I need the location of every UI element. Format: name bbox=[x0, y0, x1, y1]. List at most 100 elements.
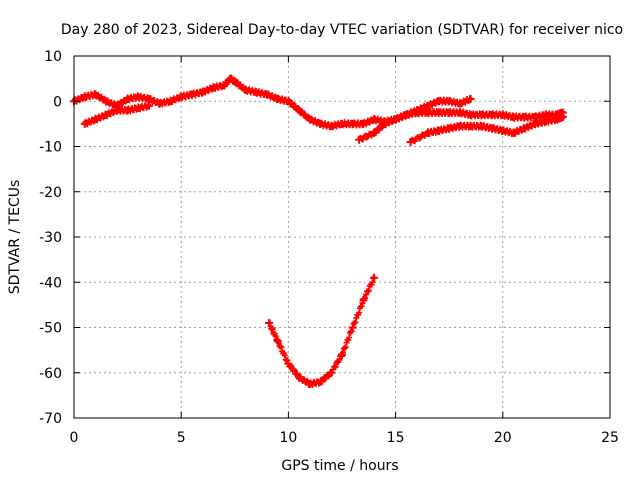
data-point bbox=[530, 119, 539, 128]
data-point bbox=[123, 94, 132, 103]
tick-layer: 0 5 10 15 20 25 10 0 -10 -20 -30 -40 -50 -60 -70 bbox=[39, 49, 619, 446]
data-point bbox=[166, 97, 175, 106]
data-point bbox=[80, 92, 89, 101]
data-point bbox=[370, 273, 379, 282]
data-point bbox=[295, 106, 304, 115]
y-tick-label: -60 bbox=[39, 366, 62, 382]
data-point bbox=[455, 99, 464, 108]
data-point bbox=[359, 119, 368, 128]
data-point bbox=[520, 124, 529, 133]
series-track-lower-early bbox=[80, 101, 154, 128]
data-point bbox=[262, 90, 271, 99]
y-tick-label: -20 bbox=[39, 185, 62, 201]
data-point bbox=[338, 350, 346, 359]
data-point bbox=[355, 135, 364, 144]
data-point bbox=[348, 119, 357, 128]
series-track-evening-low bbox=[406, 112, 567, 146]
data-point bbox=[488, 110, 497, 119]
y-tick-label: -10 bbox=[39, 140, 62, 156]
data-layer bbox=[70, 74, 567, 389]
data-point bbox=[477, 110, 486, 119]
data-point bbox=[552, 115, 561, 124]
data-point bbox=[413, 108, 422, 117]
data-point bbox=[498, 126, 507, 135]
x-tick-label: 15 bbox=[387, 430, 405, 446]
data-point bbox=[273, 94, 282, 103]
chart-title: Day 280 of 2023, Sidereal Day-to-day VTE… bbox=[61, 22, 623, 38]
data-point bbox=[520, 113, 529, 122]
data-point bbox=[558, 113, 567, 122]
data-point bbox=[241, 85, 250, 94]
data-point bbox=[145, 94, 154, 103]
x-tick-label: 10 bbox=[279, 430, 297, 446]
data-point bbox=[402, 110, 411, 119]
data-point bbox=[445, 97, 454, 106]
data-point bbox=[423, 128, 432, 137]
data-point bbox=[177, 92, 186, 101]
data-point bbox=[112, 106, 121, 115]
data-point bbox=[232, 79, 241, 88]
data-point bbox=[198, 88, 207, 97]
data-point bbox=[498, 110, 507, 119]
data-point bbox=[273, 337, 282, 346]
data-point bbox=[370, 115, 379, 124]
data-point bbox=[265, 318, 274, 327]
data-point bbox=[316, 119, 325, 128]
data-point bbox=[466, 94, 475, 103]
data-point bbox=[91, 90, 100, 99]
x-tick-label: 5 bbox=[177, 430, 186, 446]
data-point bbox=[445, 108, 454, 117]
y-tick-label: 10 bbox=[44, 49, 62, 65]
x-tick-label: 20 bbox=[494, 430, 512, 446]
data-point bbox=[226, 74, 235, 83]
data-point bbox=[220, 81, 229, 90]
data-point bbox=[434, 108, 443, 117]
data-point bbox=[80, 119, 89, 128]
data-point bbox=[327, 368, 336, 377]
data-point bbox=[423, 108, 432, 117]
data-point bbox=[209, 83, 218, 92]
y-tick-label: -50 bbox=[39, 321, 62, 337]
data-point bbox=[187, 90, 196, 99]
data-point bbox=[380, 119, 389, 128]
data-point bbox=[370, 128, 379, 137]
data-point bbox=[509, 128, 518, 137]
data-point bbox=[455, 108, 464, 117]
data-point bbox=[338, 119, 346, 128]
data-point bbox=[316, 377, 325, 386]
data-point bbox=[391, 115, 400, 124]
data-point bbox=[252, 88, 261, 97]
data-point bbox=[134, 104, 143, 113]
data-point bbox=[123, 106, 132, 115]
data-point bbox=[445, 124, 454, 133]
data-point bbox=[434, 97, 443, 106]
x-axis-label: GPS time / hours bbox=[281, 458, 398, 474]
data-point bbox=[466, 122, 475, 131]
data-point bbox=[284, 359, 293, 368]
data-point bbox=[155, 99, 164, 108]
y-tick-label: -40 bbox=[39, 275, 62, 291]
data-point bbox=[305, 380, 314, 389]
data-point bbox=[455, 122, 464, 131]
data-point bbox=[406, 137, 415, 146]
data-point bbox=[145, 101, 154, 110]
data-point bbox=[102, 110, 111, 119]
data-point bbox=[488, 124, 497, 133]
data-point bbox=[327, 122, 336, 131]
data-point bbox=[134, 92, 143, 101]
y-tick-label: 0 bbox=[53, 94, 62, 110]
data-point bbox=[423, 101, 432, 110]
data-point bbox=[530, 113, 539, 122]
data-point bbox=[102, 97, 111, 106]
data-point bbox=[541, 117, 550, 126]
series-track-afternoon-late bbox=[355, 108, 567, 144]
data-point bbox=[284, 97, 293, 106]
data-point bbox=[477, 122, 486, 131]
data-point bbox=[295, 373, 304, 382]
y-tick-label: -30 bbox=[39, 230, 62, 246]
data-point bbox=[466, 110, 475, 119]
data-point bbox=[509, 113, 518, 122]
y-axis-label: SDTVAR / TECUs bbox=[7, 180, 23, 295]
x-tick-label: 25 bbox=[601, 430, 619, 446]
